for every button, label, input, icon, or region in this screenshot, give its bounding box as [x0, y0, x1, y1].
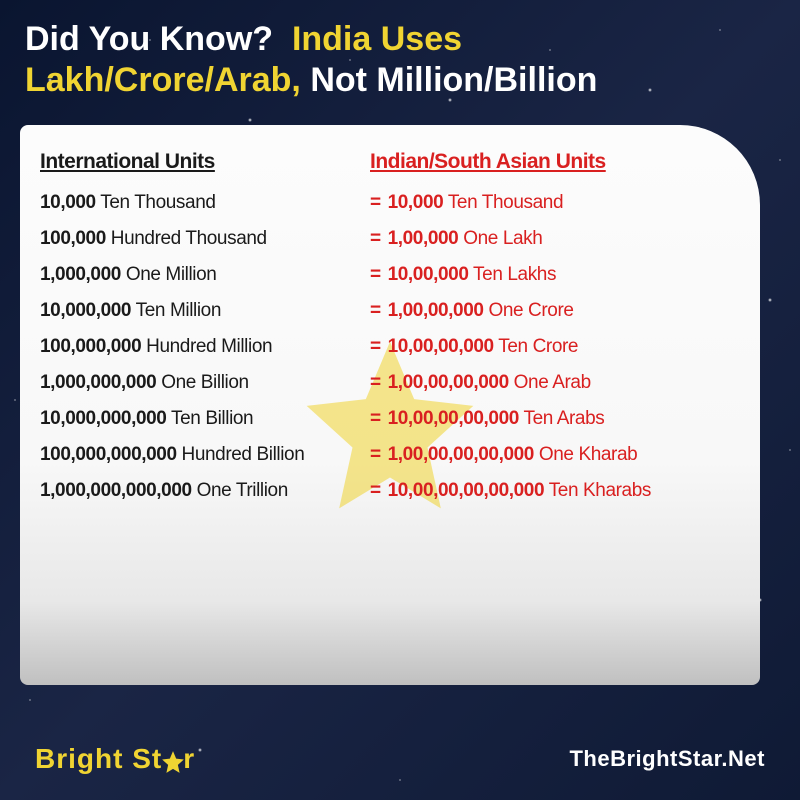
table-row: 100,000,000,000 Hundred Billion= 1,00,00…: [40, 444, 740, 466]
cell-indian: = 10,00,000 Ten Lakhs: [370, 264, 556, 286]
equals-sign: =: [370, 336, 381, 357]
indian-number: 10,00,00,000: [383, 336, 494, 357]
indian-number: 10,00,00,00,000: [383, 408, 519, 429]
cell-international: 1,000,000,000 One Billion: [40, 372, 370, 394]
cell-indian: = 10,00,00,00,000 Ten Arabs: [370, 408, 604, 430]
indian-number: 1,00,00,00,000: [383, 372, 509, 393]
intl-number: 1,000,000,000,000: [40, 480, 192, 501]
cell-indian: = 1,00,00,00,000 One Arab: [370, 372, 591, 394]
table-row: 100,000,000 Hundred Million= 10,00,00,00…: [40, 336, 740, 358]
indian-label: One Arab: [509, 372, 591, 393]
intl-number: 1,000,000,000: [40, 372, 156, 393]
indian-number: 1,00,000: [383, 228, 459, 249]
table-row: 1,000,000,000,000 One Trillion= 10,00,00…: [40, 480, 740, 502]
cell-international: 100,000,000 Hundred Million: [40, 336, 370, 358]
intl-label: One Million: [121, 264, 217, 285]
cell-international: 10,000 Ten Thousand: [40, 192, 370, 214]
table-row: 10,000,000,000 Ten Billion= 10,00,00,00,…: [40, 408, 740, 430]
indian-label: Ten Kharabs: [544, 480, 651, 501]
indian-number: 10,00,000: [383, 264, 469, 285]
equals-sign: =: [370, 264, 381, 285]
header-text-yellow-2: Lakh/Crore/Arab,: [25, 61, 301, 99]
column-header-international: International Units: [40, 150, 370, 174]
indian-label: One Kharab: [534, 444, 637, 465]
equals-sign: =: [370, 408, 381, 429]
cell-international: 10,000,000 Ten Million: [40, 300, 370, 322]
intl-label: One Trillion: [192, 480, 288, 501]
rows-container: 10,000 Ten Thousand= 10,000 Ten Thousand…: [40, 192, 740, 502]
cell-indian: = 1,00,00,00,00,000 One Kharab: [370, 444, 637, 466]
cell-international: 1,000,000,000,000 One Trillion: [40, 480, 370, 502]
intl-number: 1,000,000: [40, 264, 121, 285]
brand-text-a: Bright St: [35, 743, 162, 775]
indian-number: 1,00,00,000: [383, 300, 484, 321]
intl-number: 100,000: [40, 228, 106, 249]
header: Did You Know? India Uses Lakh/Crore/Arab…: [25, 20, 775, 100]
cell-international: 1,000,000 One Million: [40, 264, 370, 286]
brand-text-b: r: [183, 743, 195, 775]
intl-number: 100,000,000,000: [40, 444, 177, 465]
indian-number: 10,00,00,00,00,000: [383, 480, 544, 501]
cell-indian: = 10,000 Ten Thousand: [370, 192, 563, 214]
cell-international: 10,000,000,000 Ten Billion: [40, 408, 370, 430]
header-line-2: Lakh/Crore/Arab, Not Million/Billion: [25, 61, 775, 100]
cell-international: 100,000,000,000 Hundred Billion: [40, 444, 370, 466]
cell-indian: = 10,00,00,000 Ten Crore: [370, 336, 578, 358]
table-row: 100,000 Hundred Thousand= 1,00,000 One L…: [40, 228, 740, 250]
footer: Bright St r TheBrightStar.Net: [35, 743, 765, 775]
indian-label: One Crore: [484, 300, 574, 321]
equals-sign: =: [370, 372, 381, 393]
header-text-white-2: Not Million/Billion: [310, 61, 597, 99]
units-table: International Units Indian/South Asian U…: [40, 150, 740, 502]
table-row: 10,000,000 Ten Million= 1,00,00,000 One …: [40, 300, 740, 322]
table-row: 1,000,000 One Million= 10,00,000 Ten Lak…: [40, 264, 740, 286]
indian-label: Ten Arabs: [519, 408, 604, 429]
intl-label: Hundred Thousand: [106, 228, 267, 249]
website-url: TheBrightStar.Net: [569, 746, 765, 772]
intl-number: 10,000,000: [40, 300, 131, 321]
equals-sign: =: [370, 228, 381, 249]
intl-label: Ten Million: [131, 300, 221, 321]
header-line-1: Did You Know? India Uses: [25, 20, 775, 59]
equals-sign: =: [370, 480, 381, 501]
brand-logo: Bright St r: [35, 743, 195, 775]
intl-label: Ten Billion: [166, 408, 253, 429]
intl-number: 10,000: [40, 192, 96, 213]
indian-label: Ten Lakhs: [469, 264, 557, 285]
content-card: International Units Indian/South Asian U…: [20, 125, 760, 685]
header-text-yellow-1: India Uses: [292, 20, 462, 58]
column-headers: International Units Indian/South Asian U…: [40, 150, 740, 174]
column-header-indian: Indian/South Asian Units: [370, 150, 606, 174]
intl-label: Ten Thousand: [96, 192, 216, 213]
indian-number: 10,000: [383, 192, 444, 213]
table-row: 1,000,000,000 One Billion= 1,00,00,00,00…: [40, 372, 740, 394]
intl-number: 100,000,000: [40, 336, 141, 357]
header-text-white-1: Did You Know?: [25, 20, 273, 58]
cell-indian: = 10,00,00,00,00,000 Ten Kharabs: [370, 480, 651, 502]
intl-number: 10,000,000,000: [40, 408, 166, 429]
equals-sign: =: [370, 192, 381, 213]
indian-label: One Lakh: [458, 228, 542, 249]
indian-label: Ten Crore: [494, 336, 578, 357]
equals-sign: =: [370, 300, 381, 321]
equals-sign: =: [370, 444, 381, 465]
indian-number: 1,00,00,00,00,000: [383, 444, 534, 465]
intl-label: Hundred Million: [141, 336, 272, 357]
table-row: 10,000 Ten Thousand= 10,000 Ten Thousand: [40, 192, 740, 214]
indian-label: Ten Thousand: [443, 192, 563, 213]
intl-label: One Billion: [156, 372, 248, 393]
cell-indian: = 1,00,00,000 One Crore: [370, 300, 574, 322]
cell-international: 100,000 Hundred Thousand: [40, 228, 370, 250]
cell-indian: = 1,00,000 One Lakh: [370, 228, 542, 250]
intl-label: Hundred Billion: [177, 444, 305, 465]
